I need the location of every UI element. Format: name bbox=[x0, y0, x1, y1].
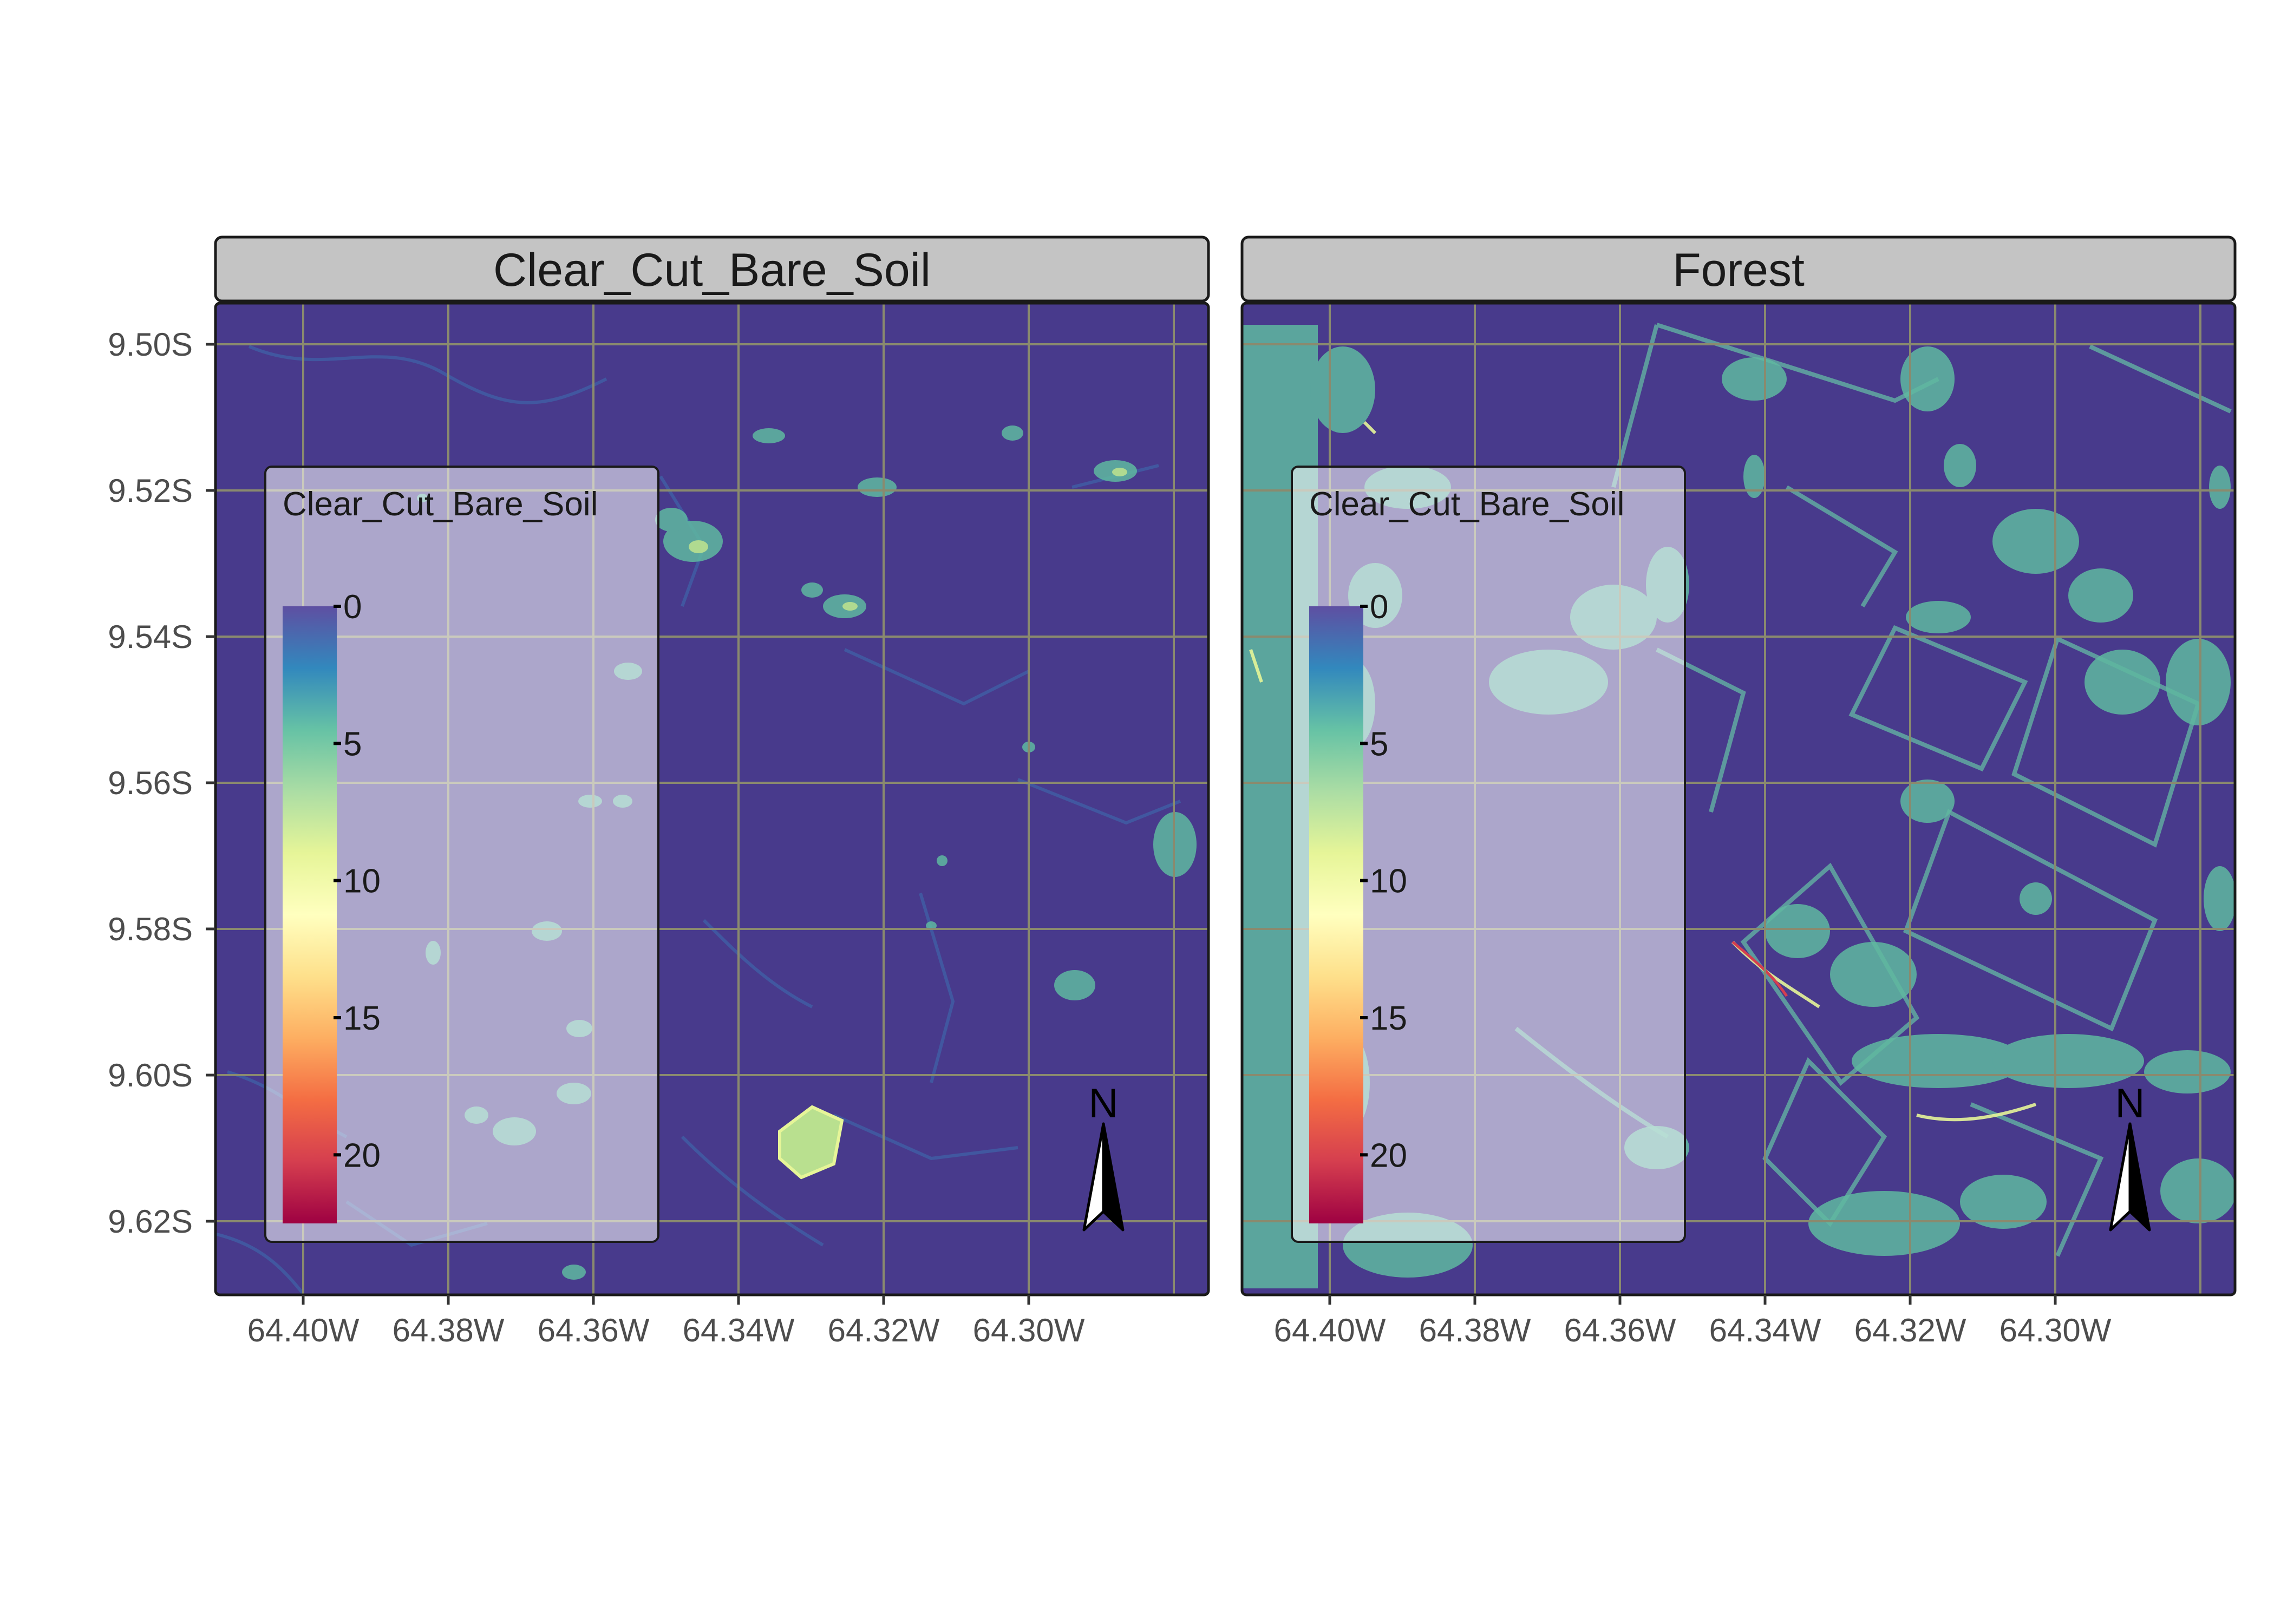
legend-label: 0 bbox=[1370, 588, 1388, 626]
x-tick-label: 64.30W bbox=[973, 1312, 1085, 1348]
x-axis: 64.40W 64.38W 64.36W 64.34W 64.32W 64.30… bbox=[1274, 1295, 2112, 1348]
legend-label: 0 bbox=[343, 588, 362, 626]
legend-label: 5 bbox=[1370, 725, 1388, 763]
x-tick-label: 64.38W bbox=[393, 1312, 505, 1348]
legend-color-bar bbox=[283, 606, 337, 1223]
legend-label: 15 bbox=[1370, 1000, 1407, 1037]
x-tick-label: 64.40W bbox=[247, 1312, 360, 1348]
y-tick-label: 9.50S bbox=[108, 326, 193, 363]
y-tick-label: 9.54S bbox=[108, 619, 193, 655]
legend-title: Clear_Cut_Bare_Soil bbox=[1309, 486, 1624, 523]
x-tick-label: 64.38W bbox=[1419, 1312, 1531, 1348]
legend-ticks: 0 5 10 15 20 bbox=[334, 588, 381, 1174]
panel-title: Forest bbox=[1672, 244, 1805, 296]
x-tick-label: 64.36W bbox=[538, 1312, 650, 1348]
x-tick-label: 64.36W bbox=[1564, 1312, 1676, 1348]
legend: Clear_Cut_Bare_Soil 0 5 10 15 20 bbox=[264, 466, 659, 1243]
panel-strip: Clear_Cut_Bare_Soil bbox=[214, 235, 1210, 303]
north-arrow: N bbox=[1082, 1081, 1125, 1232]
legend-title: Clear_Cut_Bare_Soil bbox=[283, 486, 598, 523]
y-axis: 9.50S 9.52S 9.54S 9.56S 9.58S 9.60S 9.62… bbox=[108, 326, 215, 1240]
x-tick-label: 64.40W bbox=[1274, 1312, 1386, 1348]
x-tick-label: 64.30W bbox=[1999, 1312, 2112, 1348]
legend-label: 10 bbox=[343, 863, 381, 900]
legend-label: 15 bbox=[343, 1000, 381, 1037]
legend-color-bar bbox=[1309, 606, 1363, 1223]
y-tick-label: 9.58S bbox=[108, 911, 193, 947]
x-tick-label: 64.34W bbox=[683, 1312, 795, 1348]
north-arrow: N bbox=[2109, 1081, 2151, 1232]
legend-label: 20 bbox=[343, 1137, 381, 1174]
y-tick-label: 9.52S bbox=[108, 473, 193, 509]
x-axis: 64.40W 64.38W 64.36W 64.34W 64.32W 64.30… bbox=[247, 1295, 1085, 1348]
y-tick-label: 9.56S bbox=[108, 765, 193, 801]
panel-clear-cut-bare-soil: Clear_Cut_Bare_Soil bbox=[108, 235, 1210, 1348]
x-tick-label: 64.32W bbox=[1854, 1312, 1966, 1348]
panel-title: Clear_Cut_Bare_Soil bbox=[493, 244, 931, 296]
legend: Clear_Cut_Bare_Soil 0 5 10 15 20 bbox=[1291, 466, 1686, 1243]
north-label: N bbox=[2115, 1081, 2145, 1127]
panel-strip: Forest bbox=[1240, 235, 2237, 303]
legend-label: 5 bbox=[343, 725, 362, 763]
panel-forest: Forest bbox=[1240, 235, 2237, 1348]
legend-label: 10 bbox=[1370, 863, 1407, 900]
legend-label: 20 bbox=[1370, 1137, 1407, 1174]
north-label: N bbox=[1089, 1081, 1119, 1127]
y-tick-label: 9.60S bbox=[108, 1057, 193, 1093]
legend-ticks: 0 5 10 15 20 bbox=[1360, 588, 1407, 1174]
x-tick-label: 64.32W bbox=[828, 1312, 940, 1348]
y-tick-label: 9.62S bbox=[108, 1203, 193, 1240]
x-tick-label: 64.34W bbox=[1709, 1312, 1821, 1348]
